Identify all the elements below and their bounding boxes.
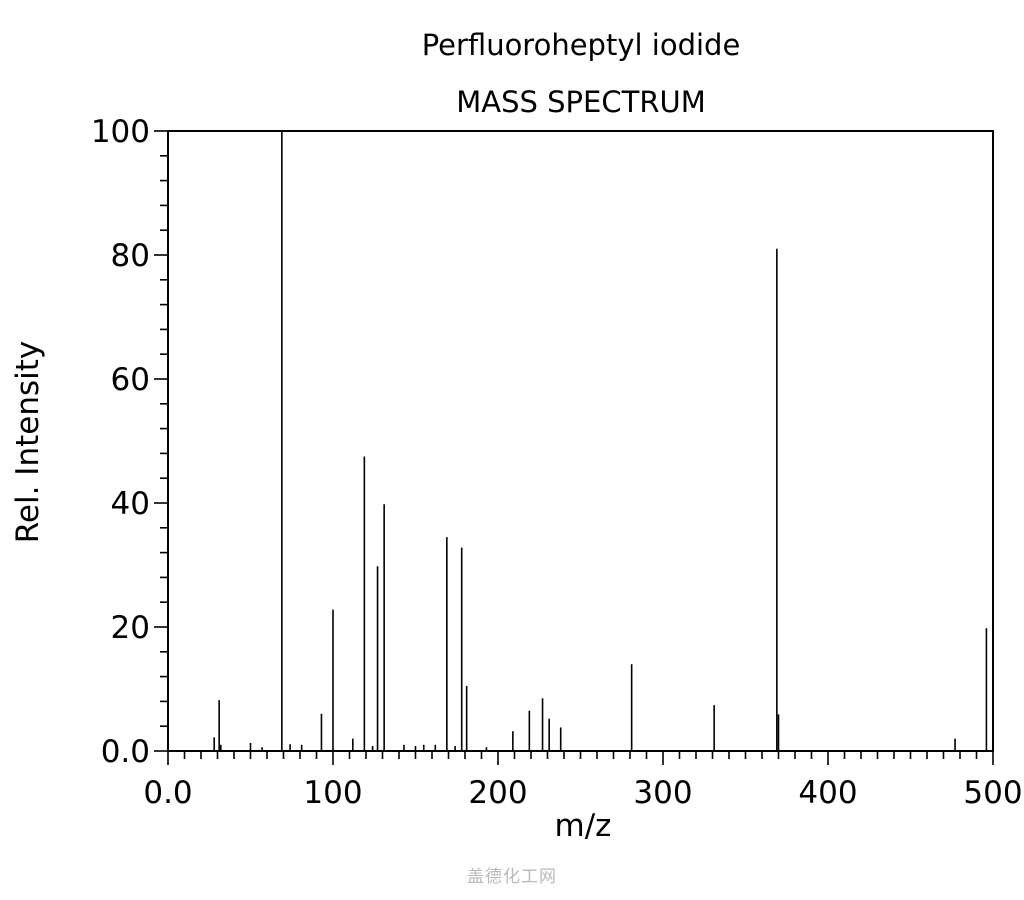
- tick-labels-layer: 0.0 100 200 300 400 500 0.0 20 40 60 80 100: [91, 114, 1023, 811]
- y-tick-label: 60: [111, 362, 150, 398]
- y-tick-label: 80: [111, 238, 150, 274]
- ticks-layer: [154, 130, 994, 765]
- x-tick-label: 200: [468, 775, 527, 811]
- x-tick-label: 0.0: [143, 775, 192, 811]
- peaks-layer: [213, 131, 988, 751]
- x-tick-label: 300: [633, 775, 692, 811]
- x-tick-label: 500: [963, 775, 1022, 811]
- chart-subtitle: MASS SPECTRUM: [456, 85, 705, 119]
- x-tick-label: 100: [303, 775, 362, 811]
- x-axis-label: m/z: [555, 808, 612, 844]
- y-tick-label: 0.0: [101, 734, 150, 770]
- plot-frame: [167, 130, 994, 752]
- y-axis-label: Rel. Intensity: [10, 341, 46, 543]
- x-tick-label: 400: [798, 775, 857, 811]
- chart-title: Perfluoroheptyl iodide: [422, 28, 741, 62]
- watermark-text: 盖德化工网: [467, 867, 557, 887]
- y-tick-label: 20: [111, 610, 150, 646]
- y-tick-label: 100: [91, 114, 150, 150]
- y-tick-label: 40: [111, 486, 150, 522]
